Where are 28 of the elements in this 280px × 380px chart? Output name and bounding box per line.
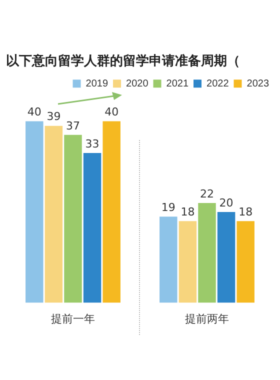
bar — [44, 126, 63, 303]
bar — [102, 121, 120, 303]
legend-label: 2020 — [126, 78, 149, 90]
data-label: 18 — [238, 205, 253, 218]
data-label: 37 — [66, 119, 80, 132]
bar — [26, 121, 44, 303]
bar — [198, 202, 216, 303]
data-label: 19 — [161, 200, 176, 214]
bar — [178, 221, 197, 303]
legend-label: 2022 — [206, 78, 230, 90]
bar — [83, 153, 102, 303]
bar — [217, 212, 236, 303]
legend-label: 2021 — [166, 78, 189, 90]
bar — [64, 134, 82, 303]
chart-title: 以下意向留学人群的留学申请准备周期（ — [6, 53, 240, 70]
legend-label: 2023 — [246, 78, 270, 90]
data-label: 18 — [180, 205, 195, 218]
data-label: 33 — [85, 137, 100, 150]
x-tick-label: 提前两年 — [185, 313, 229, 326]
data-label: 40 — [104, 106, 119, 119]
data-label: 40 — [27, 106, 42, 119]
bar — [160, 216, 178, 303]
x-tick-label: 提前一年 — [51, 313, 95, 326]
data-label: 39 — [46, 110, 61, 124]
data-label: 20 — [219, 196, 234, 210]
legend-label: 2019 — [86, 78, 108, 90]
data-label: 22 — [200, 187, 214, 200]
bar — [236, 221, 254, 303]
